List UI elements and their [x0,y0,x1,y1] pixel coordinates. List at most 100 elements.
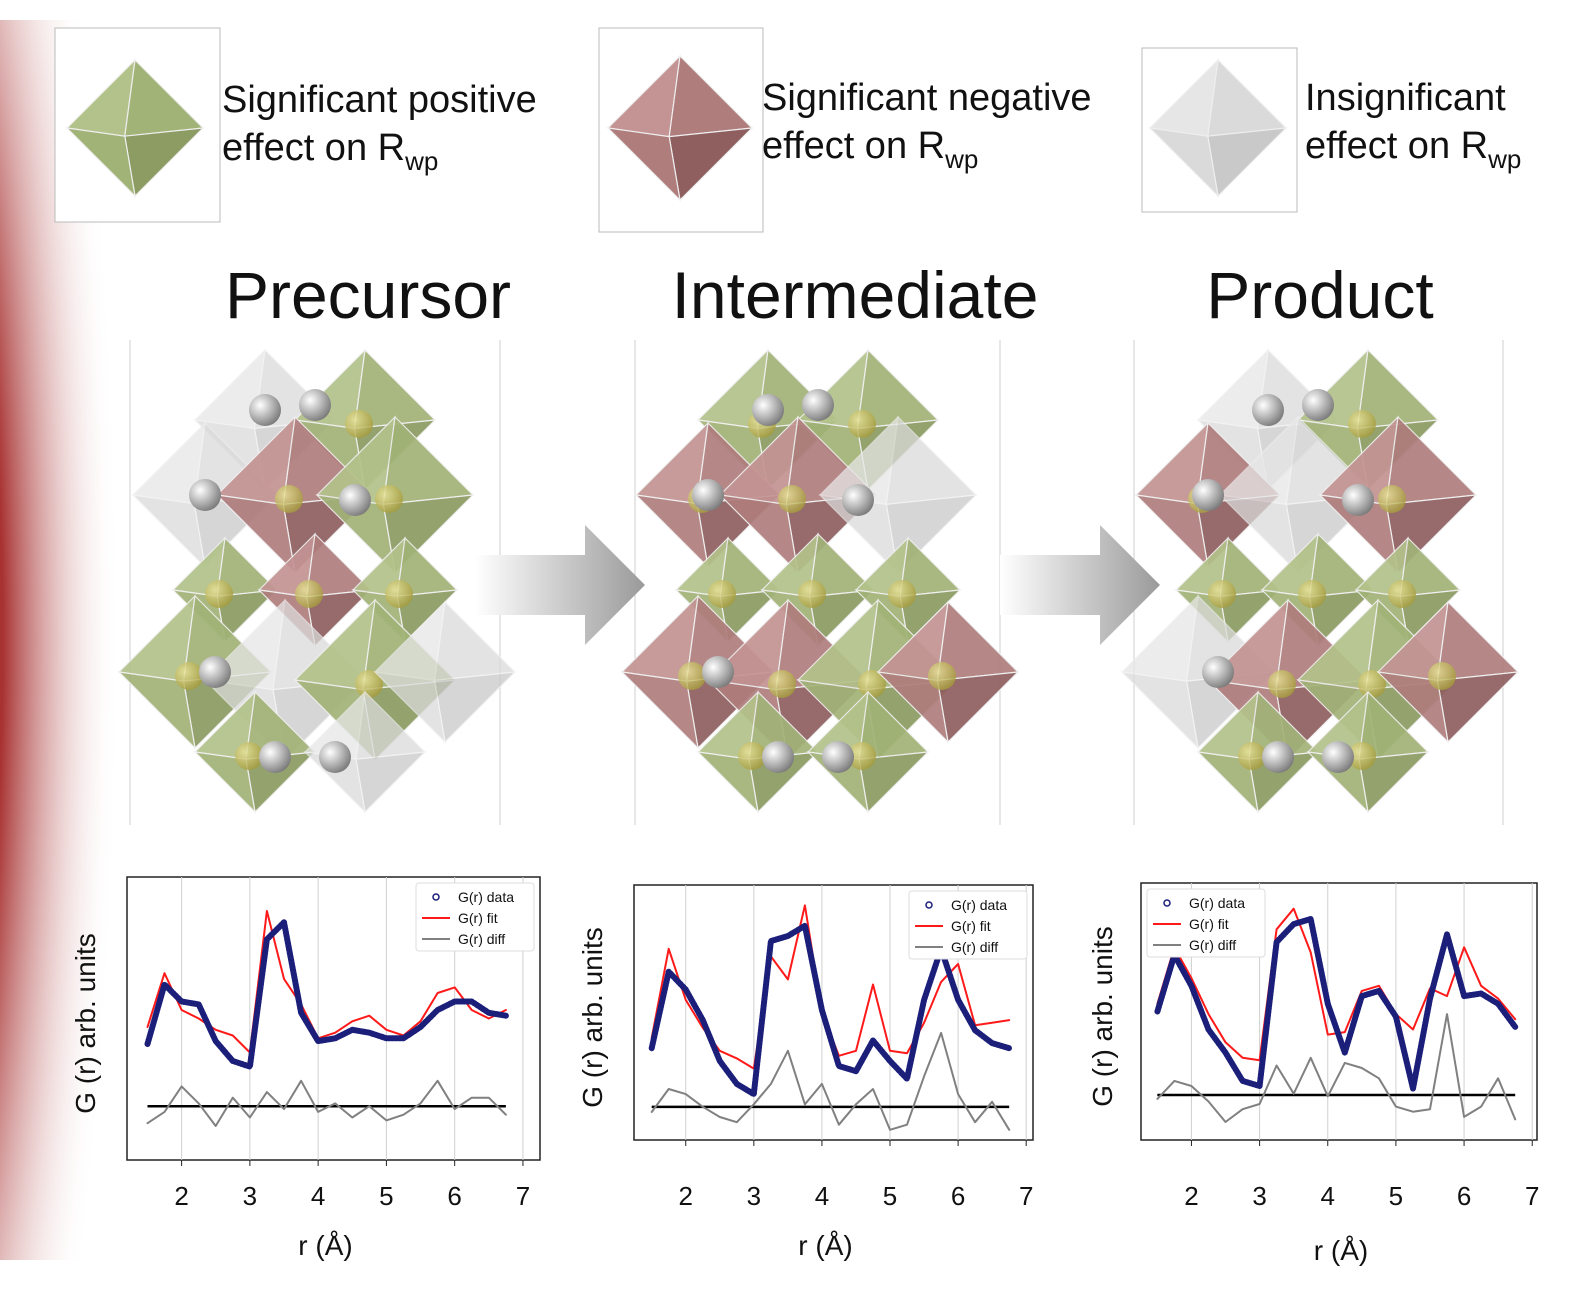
structures [119,350,1518,812]
legend-subscript: wp [944,144,978,174]
x-tick-label: 2 [679,1181,693,1211]
face [1122,672,1198,748]
atom [259,741,291,773]
atom [1298,580,1326,608]
legend-label: G(r) data [458,889,514,905]
atom [752,394,784,426]
legend-text: Significant positive [222,79,537,121]
x-tick-label: 2 [1184,1181,1198,1211]
y-axis-label: G (r) arb. units [70,933,101,1113]
x-tick-label: 2 [174,1181,188,1211]
face [886,417,976,504]
atom [702,656,734,688]
legend-subscript: wp [404,146,438,176]
atom [1208,580,1236,608]
atom [1202,656,1234,688]
legend-text: effect on Rwp [222,127,438,176]
x-tick-label: 3 [1252,1181,1266,1211]
atom [199,656,231,688]
legend-label: G(r) diff [1189,937,1236,953]
atom [822,741,854,773]
atom [1238,742,1266,770]
atom [762,741,794,773]
atom [319,741,351,773]
atom [1378,485,1406,513]
atom [1322,741,1354,773]
atom [1388,580,1416,608]
stage-title: Precursor [225,258,511,332]
x-tick-label: 7 [516,1181,530,1211]
atom [1268,670,1296,698]
x-tick-label: 4 [311,1181,325,1211]
atom [778,485,806,513]
atom [175,662,203,690]
legend-label: G(r) diff [458,931,505,947]
atom [738,742,766,770]
y-axis-label: G (r) arb. units [577,927,608,1107]
legend-label: G(r) data [1189,895,1245,911]
atom [1348,410,1376,438]
atom [708,580,736,608]
legend-text: effect on R [222,127,405,169]
atom [235,742,263,770]
x-axis-label: r (Å) [798,1230,852,1261]
atom [802,389,834,421]
atom [1302,389,1334,421]
process-arrow [1000,525,1160,645]
x-tick-label: 3 [747,1181,761,1211]
legend-label: G(r) fit [1189,916,1229,932]
legend-text: effect on R [762,125,945,167]
legend-text: Significant negative [762,77,1092,119]
legend-label: G(r) data [951,897,1007,913]
atom [798,580,826,608]
atom [275,485,303,513]
x-tick-label: 7 [1019,1181,1033,1211]
figure: Significant positive effect on Rwp Signi… [0,0,1596,1289]
x-tick-label: 6 [951,1181,965,1211]
face [356,752,425,812]
atom [842,484,874,516]
legend-label: G(r) fit [458,910,498,926]
atom [299,389,331,421]
legend-subscript: wp [1487,144,1521,174]
atom [375,485,403,513]
x-tick-label: 7 [1525,1181,1539,1211]
legend-text: effect on R [1305,125,1488,167]
atom [339,484,371,516]
atom [385,580,413,608]
legend-label: G(r) diff [951,939,998,955]
atom [678,662,706,690]
atom [1192,479,1224,511]
atom [249,394,281,426]
atom [205,580,233,608]
x-tick-label: 5 [1389,1181,1403,1211]
x-tick-label: 5 [379,1181,393,1211]
stage-title: Product [1206,258,1433,332]
legend-text: effect on Rwp [1305,125,1521,174]
y-axis-label: G (r) arb. units [1087,926,1118,1106]
x-axis-label: r (Å) [298,1230,352,1261]
x-tick-label: 4 [815,1181,829,1211]
atom [1262,741,1294,773]
atom [1252,394,1284,426]
x-tick-label: 5 [883,1181,897,1211]
atom [295,580,323,608]
stage-title: Intermediate [672,258,1039,332]
legend-text: effect on Rwp [762,125,978,174]
x-tick-label: 6 [1457,1181,1471,1211]
x-axis-label: r (Å) [1314,1235,1368,1266]
atom [189,479,221,511]
atom [848,410,876,438]
x-tick-label: 6 [447,1181,461,1211]
atom [768,670,796,698]
x-tick-label: 4 [1321,1181,1335,1211]
atom [1428,662,1456,690]
atom [928,662,956,690]
x-tick-label: 3 [243,1181,257,1211]
atom [888,580,916,608]
legend-label: G(r) fit [951,918,991,934]
legend-text: Insignificant [1305,77,1506,119]
atom [345,410,373,438]
atom [692,479,724,511]
atom [1342,484,1374,516]
